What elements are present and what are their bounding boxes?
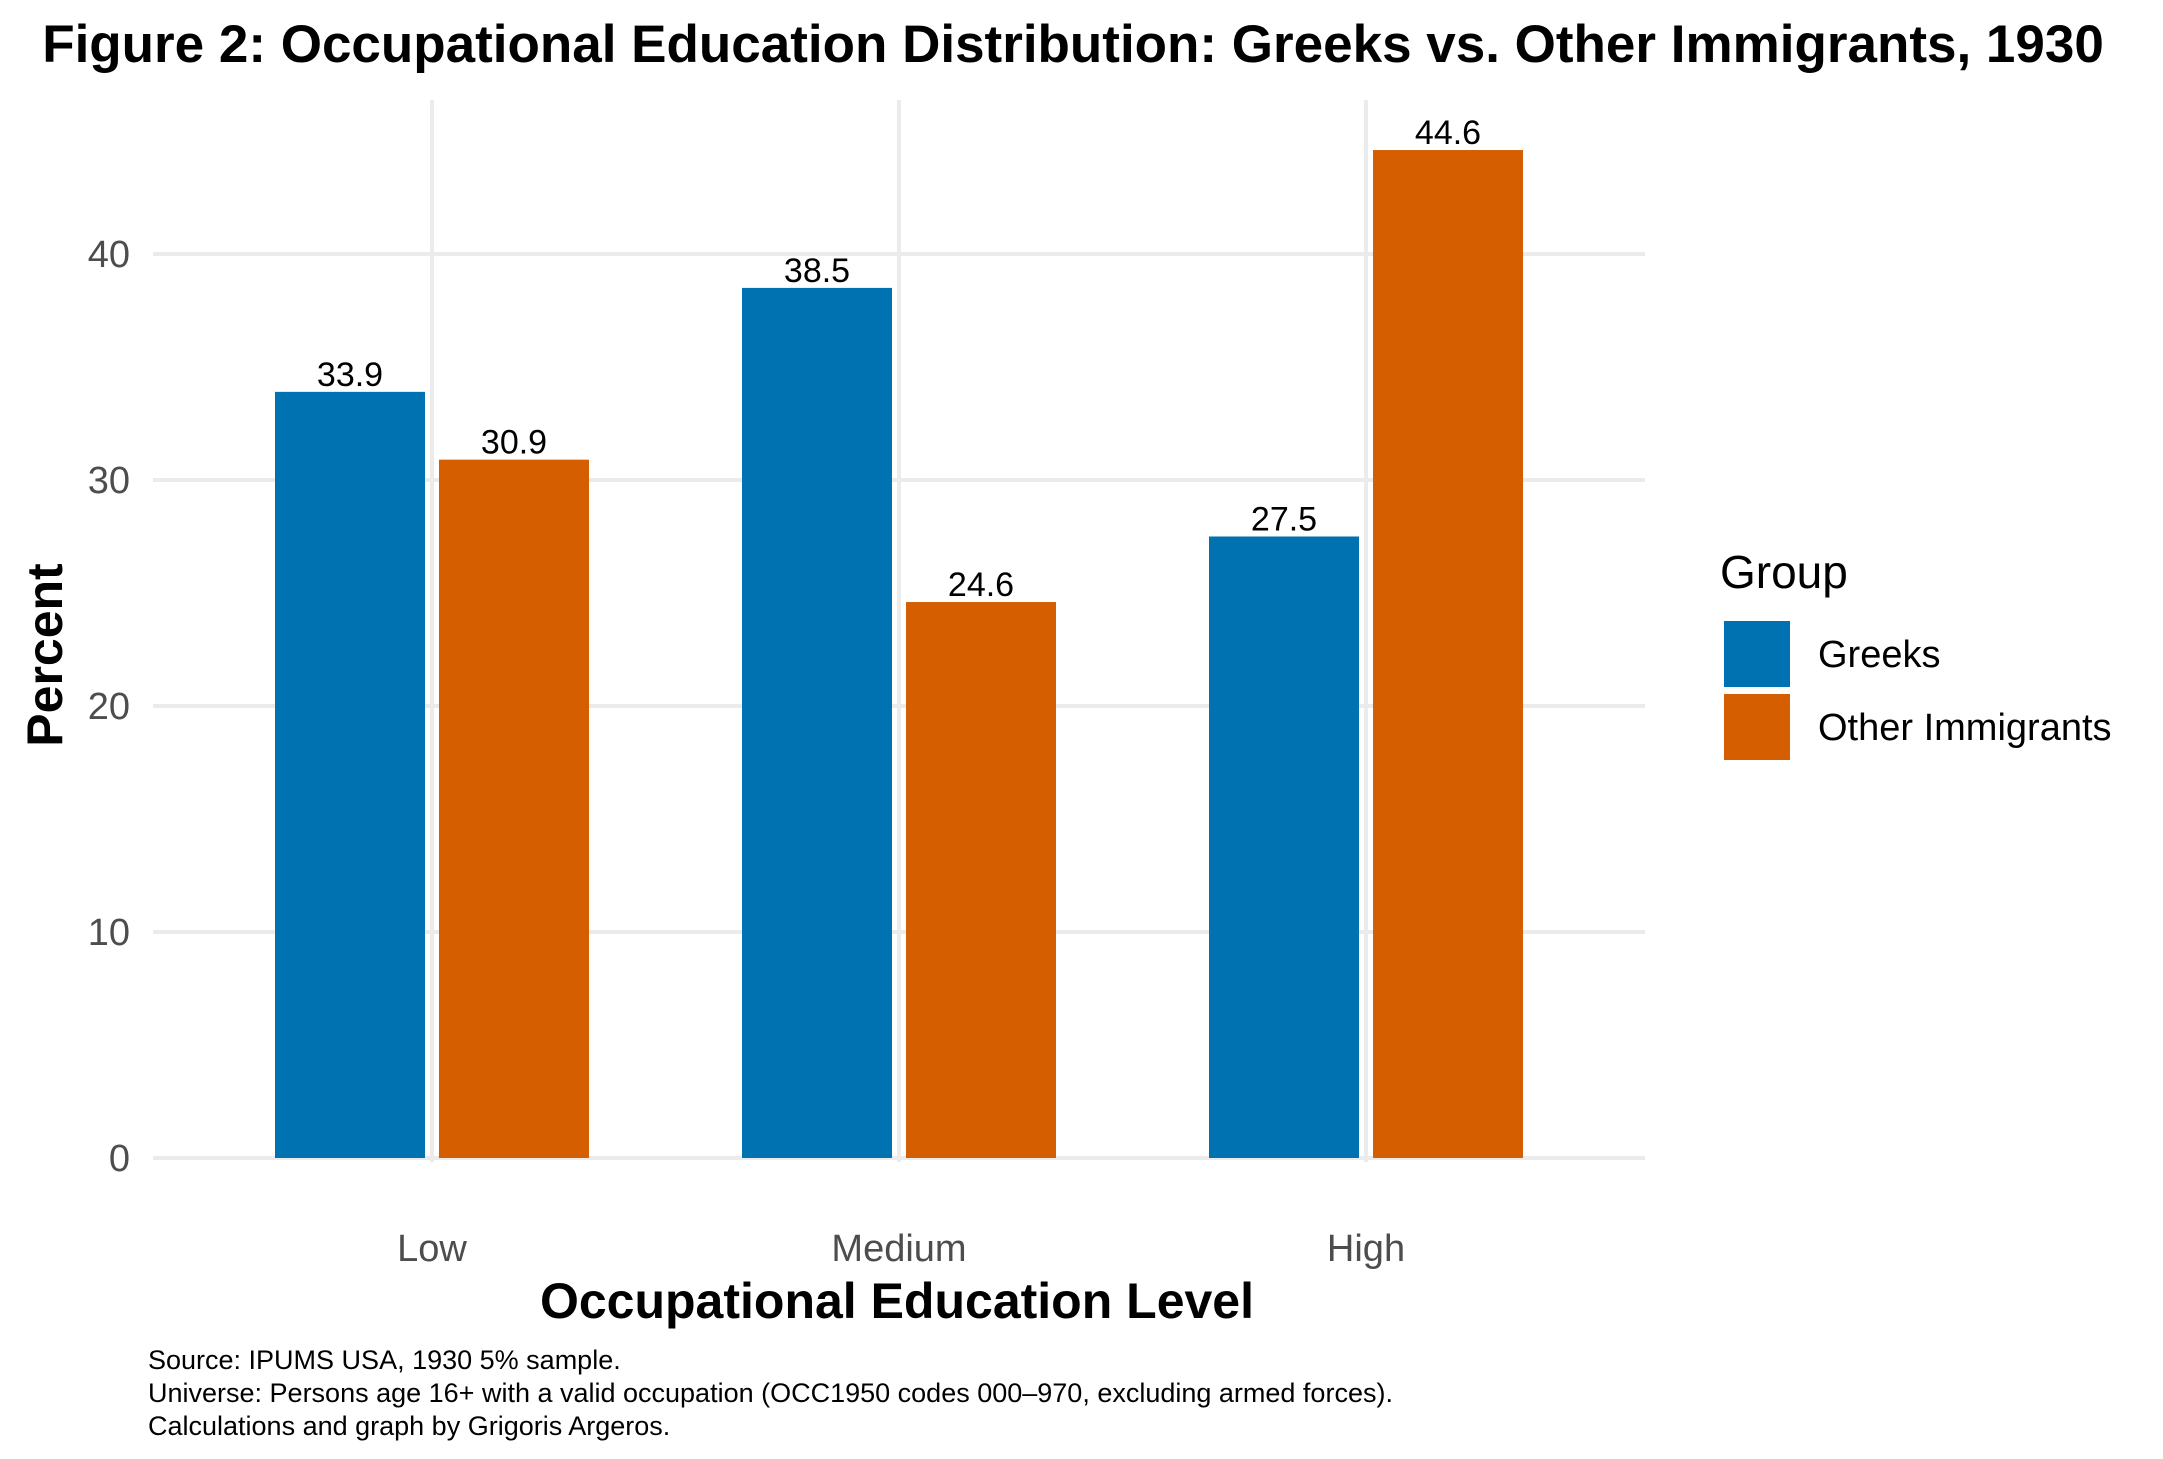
y-axis-title: Percent [17, 563, 73, 747]
bar-other-immigrants-high [1373, 150, 1523, 1159]
y-tick-label: 0 [109, 1138, 130, 1180]
bar-other-immigrants-medium [906, 602, 1056, 1158]
data-label: 33.9 [317, 356, 383, 394]
legend: Group Greeks Other Immigrants [1720, 546, 2112, 760]
legend-swatch-greeks [1724, 621, 1790, 687]
data-label: 27.5 [1251, 501, 1317, 539]
caption-credit: Calculations and graph by Grigoris Arger… [148, 1411, 670, 1441]
legend-items: Greeks Other Immigrants [1724, 621, 2112, 760]
data-label: 44.6 [1415, 114, 1481, 152]
caption-source: Source: IPUMS USA, 1930 5% sample. [148, 1345, 621, 1375]
bar-greeks-medium [742, 287, 892, 1158]
y-tick-label: 10 [88, 912, 130, 954]
legend-label: Greeks [1818, 634, 1940, 676]
legend-title: Group [1720, 546, 1848, 598]
chart-title: Figure 2: Occupational Education Distrib… [42, 15, 2104, 74]
y-axis-ticks: 0 10 20 30 40 [88, 234, 130, 1180]
bar-greeks-low [275, 391, 425, 1158]
bar-other-immigrants-low [439, 459, 589, 1158]
bars [275, 150, 1523, 1159]
y-tick-label: 30 [88, 460, 130, 502]
data-label: 24.6 [948, 566, 1014, 604]
data-label: 38.5 [784, 252, 850, 290]
data-label: 30.9 [481, 424, 547, 462]
x-tick-label: High [1327, 1228, 1405, 1270]
y-tick-label: 20 [88, 686, 130, 728]
bar-greeks-high [1209, 536, 1359, 1158]
x-axis-title: Occupational Education Level [540, 1273, 1254, 1329]
legend-swatch-other-immigrants [1724, 694, 1790, 760]
caption-universe: Universe: Persons age 16+ with a valid o… [148, 1378, 1393, 1408]
x-tick-label: Medium [831, 1228, 966, 1270]
data-labels: 33.9 38.5 27.5 30.9 24.6 44.6 [317, 114, 1481, 604]
x-axis-ticks: Low Medium High [397, 1228, 1405, 1270]
y-tick-label: 40 [88, 234, 130, 276]
x-tick-label: Low [397, 1228, 467, 1270]
caption: Source: IPUMS USA, 1930 5% sample. Unive… [148, 1345, 1393, 1441]
legend-label: Other Immigrants [1818, 707, 2112, 749]
